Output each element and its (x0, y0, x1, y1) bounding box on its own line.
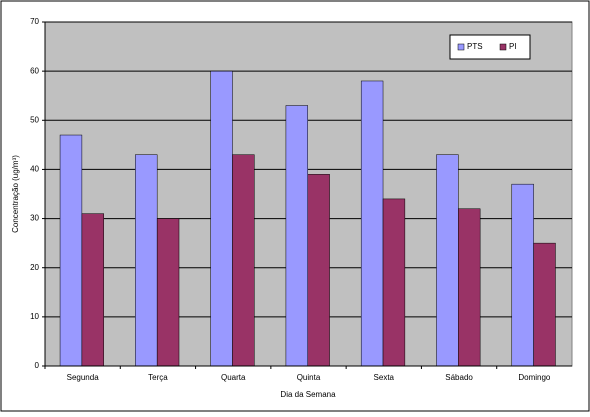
bar (156, 218, 180, 367)
x-tick-label: Terça (148, 373, 168, 382)
bar (210, 70, 233, 367)
y-tick-label: 70 (30, 17, 39, 26)
bar (360, 80, 384, 367)
legend-label: PI (509, 42, 517, 51)
bar (382, 198, 406, 367)
x-tick-label: Quarta (221, 373, 246, 382)
bar (59, 134, 83, 367)
legend-label: PTS (467, 42, 483, 51)
x-tick-label: Quinta (297, 373, 321, 382)
x-axis-title: Dia da Semana (280, 390, 336, 399)
y-tick-label: 60 (30, 66, 39, 75)
y-tick-label: 10 (30, 312, 39, 321)
bar (436, 154, 459, 367)
x-tick-label: Sábado (445, 373, 473, 382)
bar (533, 242, 556, 367)
bar (135, 154, 158, 367)
y-tick-label: 40 (30, 165, 39, 174)
bar (511, 183, 534, 367)
legend-swatch (499, 43, 507, 51)
y-tick-label: 0 (35, 361, 40, 370)
bar (307, 174, 330, 367)
bar (81, 213, 104, 367)
legend-box (449, 34, 531, 60)
x-tick-label: Segunda (67, 373, 100, 382)
y-tick-label: 30 (30, 214, 39, 223)
bar (458, 208, 481, 367)
legend-swatch (457, 43, 465, 51)
x-tick-label: Sexta (374, 373, 395, 382)
x-tick-label: Domingo (518, 373, 551, 382)
y-axis-title: Concentração (ug/m³) (11, 155, 20, 233)
y-tick-label: 50 (30, 115, 39, 124)
bar (285, 105, 308, 367)
bar (232, 154, 255, 367)
y-tick-label: 20 (30, 263, 39, 272)
